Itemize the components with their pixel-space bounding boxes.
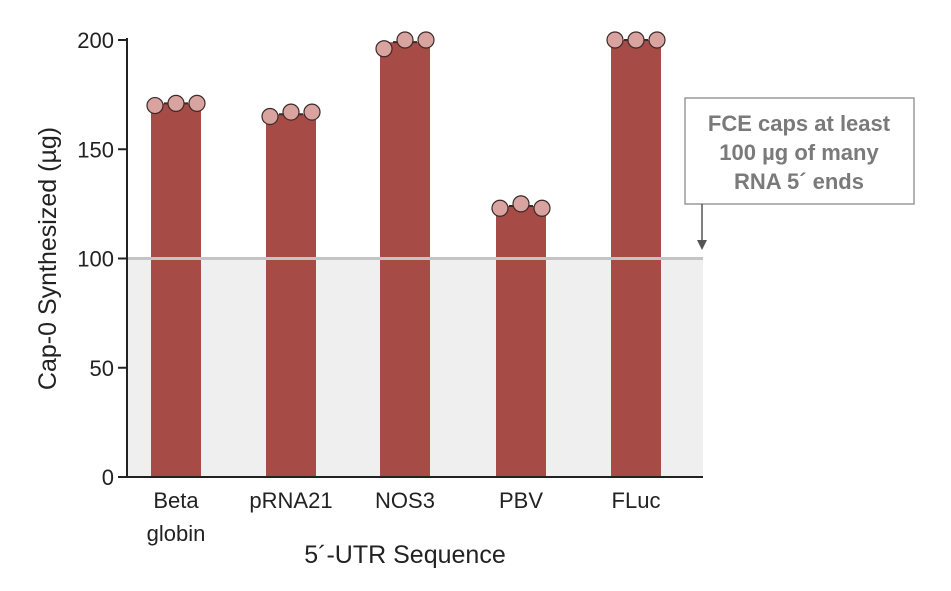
y-tick-label: 50 xyxy=(90,356,114,381)
bar-1 xyxy=(266,114,316,477)
x-tick-label: FLuc xyxy=(612,488,661,513)
x-axis-title: 5´-UTR Sequence xyxy=(304,541,505,569)
data-point-0-2 xyxy=(188,94,206,112)
bar-3 xyxy=(496,206,546,477)
callout-text-line: RNA 5´ ends xyxy=(734,169,864,194)
data-point-1-0 xyxy=(261,107,279,126)
y-tick-label: 0 xyxy=(102,465,114,490)
data-point-2-1 xyxy=(396,31,414,49)
y-tick-label: 200 xyxy=(77,28,114,53)
x-tick-label: Beta xyxy=(153,488,199,513)
data-point-4-1 xyxy=(627,31,645,49)
y-tick-label: 150 xyxy=(77,137,114,162)
data-point-1-2 xyxy=(303,103,321,121)
y-axis-title: Cap-0 Synthesized (µg) xyxy=(34,127,62,390)
y-tick-label: 100 xyxy=(77,247,114,272)
data-point-0-1 xyxy=(167,94,185,112)
data-point-2-2 xyxy=(417,31,435,49)
x-tick-label: NOS3 xyxy=(375,488,435,513)
callout-text-line: 100 µg of many xyxy=(719,140,879,165)
x-tick-label: pRNA21 xyxy=(249,488,332,513)
data-point-3-1 xyxy=(512,195,530,213)
data-point-3-0 xyxy=(491,199,509,217)
data-point-1-1 xyxy=(282,103,300,121)
x-tick-label: globin xyxy=(147,521,206,546)
callout-frame xyxy=(684,97,915,205)
data-point-4-0 xyxy=(606,31,624,49)
bar-0 xyxy=(151,103,201,478)
callout-text-line: FCE caps at least xyxy=(708,111,891,136)
callout-box: FCE caps at least 100 µg of many RNA 5´ en… xyxy=(684,97,915,250)
callout-arrow-head xyxy=(697,240,707,250)
data-point-0-0 xyxy=(146,96,164,115)
data-point-4-2 xyxy=(648,31,666,49)
data-point-3-2 xyxy=(533,199,551,217)
x-tick-label: PBV xyxy=(499,488,543,513)
data-point-2-0 xyxy=(375,40,393,58)
